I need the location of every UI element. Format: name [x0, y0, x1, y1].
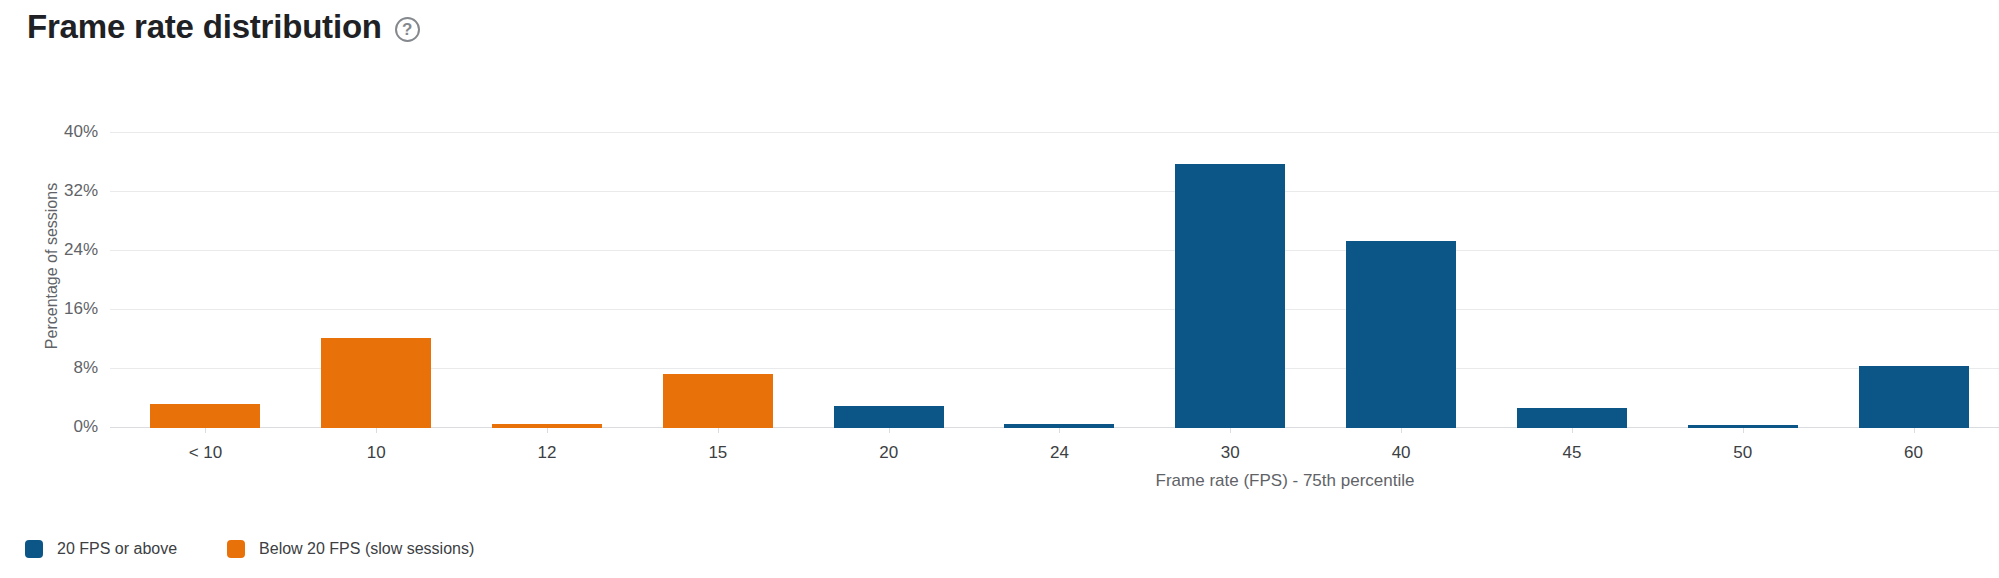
bar-45[interactable]: [1517, 408, 1627, 428]
x-tick-label: 45: [1487, 443, 1658, 463]
x-axis-tick: [205, 428, 206, 433]
x-tick-label: 15: [632, 443, 803, 463]
bar-slot: [803, 103, 974, 428]
legend-swatch-icon: [227, 540, 245, 558]
bar-slot: [1657, 103, 1828, 428]
x-axis-tick: [1743, 428, 1744, 433]
legend-label: Below 20 FPS (slow sessions): [259, 540, 474, 558]
x-tick-label: 50: [1657, 443, 1828, 463]
bar-slot: [1828, 103, 1999, 428]
x-axis-tick: [1572, 428, 1573, 433]
page-title: Frame rate distribution: [27, 8, 382, 46]
x-tick-label: < 10: [120, 443, 291, 463]
plot-area: 0%8%16%24%32%40% < 101012152024304045506…: [110, 103, 1999, 428]
legend-item: 20 FPS or above: [25, 540, 177, 558]
bar-30[interactable]: [1175, 164, 1285, 428]
x-axis-tick: [718, 428, 719, 433]
y-tick-label: 16%: [64, 299, 98, 319]
bars-container: [120, 103, 1999, 428]
x-axis-tick: [547, 428, 548, 433]
bar-slot: [1487, 103, 1658, 428]
x-axis-tick: [376, 428, 377, 433]
x-axis-tick-labels: < 1010121520243040455060: [120, 443, 1999, 463]
x-axis-tick: [1059, 428, 1060, 433]
bar-slot: [462, 103, 633, 428]
bar-40[interactable]: [1346, 241, 1456, 428]
bar-slot: [1316, 103, 1487, 428]
legend: 20 FPS or above Below 20 FPS (slow sessio…: [25, 540, 474, 558]
bar-slot: [974, 103, 1145, 428]
x-tick-label: 40: [1316, 443, 1487, 463]
bar-60[interactable]: [1859, 366, 1969, 428]
chart-header: Frame rate distribution ?: [27, 8, 420, 46]
x-tick-label: 12: [462, 443, 633, 463]
x-axis-title: Frame rate (FPS) - 75th percentile: [1156, 471, 1415, 491]
y-tick-label: 8%: [73, 358, 98, 378]
y-tick-label: 24%: [64, 240, 98, 260]
bar-10[interactable]: [321, 338, 431, 428]
legend-item: Below 20 FPS (slow sessions): [227, 540, 474, 558]
x-tick-label: 24: [974, 443, 1145, 463]
bar-15[interactable]: [663, 374, 773, 428]
bar-20[interactable]: [834, 406, 944, 428]
x-tick-label: 10: [291, 443, 462, 463]
x-tick-label: 60: [1828, 443, 1999, 463]
x-tick-label: 20: [803, 443, 974, 463]
y-tick-label: 0%: [73, 417, 98, 437]
x-axis-tick: [1401, 428, 1402, 433]
x-tick-label: 30: [1145, 443, 1316, 463]
bar-10[interactable]: [150, 404, 260, 428]
legend-label: 20 FPS or above: [57, 540, 177, 558]
x-axis-tick: [1230, 428, 1231, 433]
bar-slot: [120, 103, 291, 428]
bar-slot: [291, 103, 462, 428]
x-axis-tick: [889, 428, 890, 433]
help-icon[interactable]: ?: [395, 17, 420, 42]
legend-swatch-icon: [25, 540, 43, 558]
y-tick-label: 40%: [64, 122, 98, 142]
y-tick-label: 32%: [64, 181, 98, 201]
x-axis-tick: [1914, 428, 1915, 433]
y-axis-title: Percentage of sessions: [43, 183, 61, 349]
bar-slot: [1145, 103, 1316, 428]
bar-slot: [632, 103, 803, 428]
